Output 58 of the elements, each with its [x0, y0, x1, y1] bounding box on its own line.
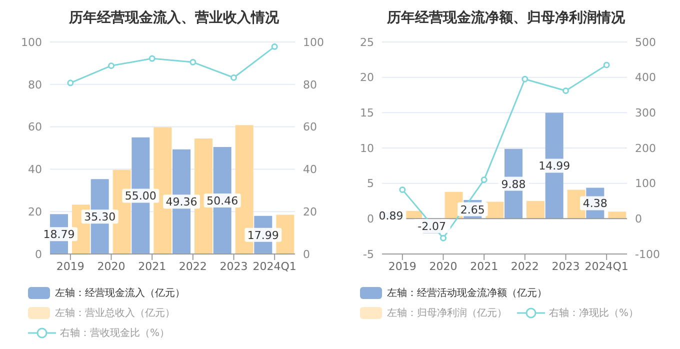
- x-tick-label: 2022: [178, 260, 207, 273]
- y-tick-label: 25: [360, 36, 374, 49]
- y-tick-label: 5: [367, 177, 374, 190]
- y2-tick-label: 80: [303, 78, 317, 92]
- y-tick-label: 60: [28, 120, 42, 134]
- chart-title: 历年经营现金流净额、归母净利润情况: [386, 8, 626, 28]
- x-tick-label: 2019: [56, 260, 84, 273]
- y-tick-label: 80: [28, 78, 42, 92]
- y-tick-label: 100: [21, 36, 42, 49]
- data-label: 17.99: [247, 228, 279, 242]
- x-tick-label: 2021: [138, 260, 166, 273]
- y2-tick-label: 40: [303, 163, 317, 176]
- y2-tick-label: 0: [635, 212, 642, 226]
- x-tick-label: 2020: [429, 260, 458, 273]
- y-tick-label: 0: [35, 248, 42, 261]
- y-tick-label: -5: [363, 248, 374, 261]
- x-tick-label: 2022: [510, 260, 539, 273]
- y-tick-label: 0: [367, 212, 374, 226]
- x-tick-label: 2024Q1: [584, 260, 628, 273]
- y2-tick-label: -100: [635, 248, 660, 261]
- x-tick-label: 2023: [220, 260, 248, 273]
- y2-tick-label: 500: [635, 36, 656, 49]
- y2-tick-label: 20: [303, 206, 317, 219]
- y-tick-label: 15: [360, 106, 374, 120]
- data-label: 14.99: [538, 160, 570, 173]
- data-label: 18.79: [43, 228, 75, 242]
- legend-label: 左轴：归母净利润（亿元）: [387, 306, 507, 320]
- y2-tick-label: 60: [303, 120, 317, 134]
- x-tick-label: 2023: [552, 260, 580, 273]
- y2-tick-label: 200: [635, 142, 656, 155]
- y2-tick-label: 400: [635, 71, 656, 84]
- legend-label: 右轴：营收现金比（%）: [60, 326, 170, 340]
- y-tick-label: 40: [28, 163, 42, 176]
- legend-label: 右轴：净现比（%）: [549, 306, 639, 320]
- y2-tick-label: 0: [303, 248, 310, 261]
- legend-label: 左轴：营业总收入（亿元）: [55, 306, 175, 320]
- x-tick-label: 2019: [388, 260, 416, 273]
- chart-title: 历年经营现金流入、营业收入情况: [68, 8, 280, 28]
- x-tick-label: 2024Q1: [252, 260, 296, 273]
- y2-tick-label: 300: [635, 106, 656, 120]
- legend-label: 左轴：经营现金流入（亿元）: [55, 286, 185, 300]
- data-label: 49.36: [166, 196, 198, 209]
- y-tick-label: 10: [360, 142, 374, 155]
- y2-tick-label: 100: [303, 36, 324, 49]
- data-label: 50.46: [206, 194, 238, 208]
- data-label: -2.07: [418, 220, 446, 233]
- y-tick-label: 20: [360, 71, 374, 84]
- data-label: 9.88: [501, 178, 526, 191]
- data-label: 4.38: [582, 197, 608, 210]
- y-tick-label: 20: [28, 206, 42, 219]
- data-label: 0.89: [378, 210, 404, 223]
- legend-label: 左轴：经营活动现金流净额（亿元）: [387, 286, 547, 300]
- data-label: 35.30: [84, 210, 116, 224]
- x-tick-label: 2021: [470, 260, 498, 273]
- data-label: 55.00: [124, 190, 156, 203]
- data-label: 2.65: [460, 203, 485, 216]
- x-tick-label: 2020: [97, 260, 126, 273]
- y2-tick-label: 100: [635, 177, 656, 190]
